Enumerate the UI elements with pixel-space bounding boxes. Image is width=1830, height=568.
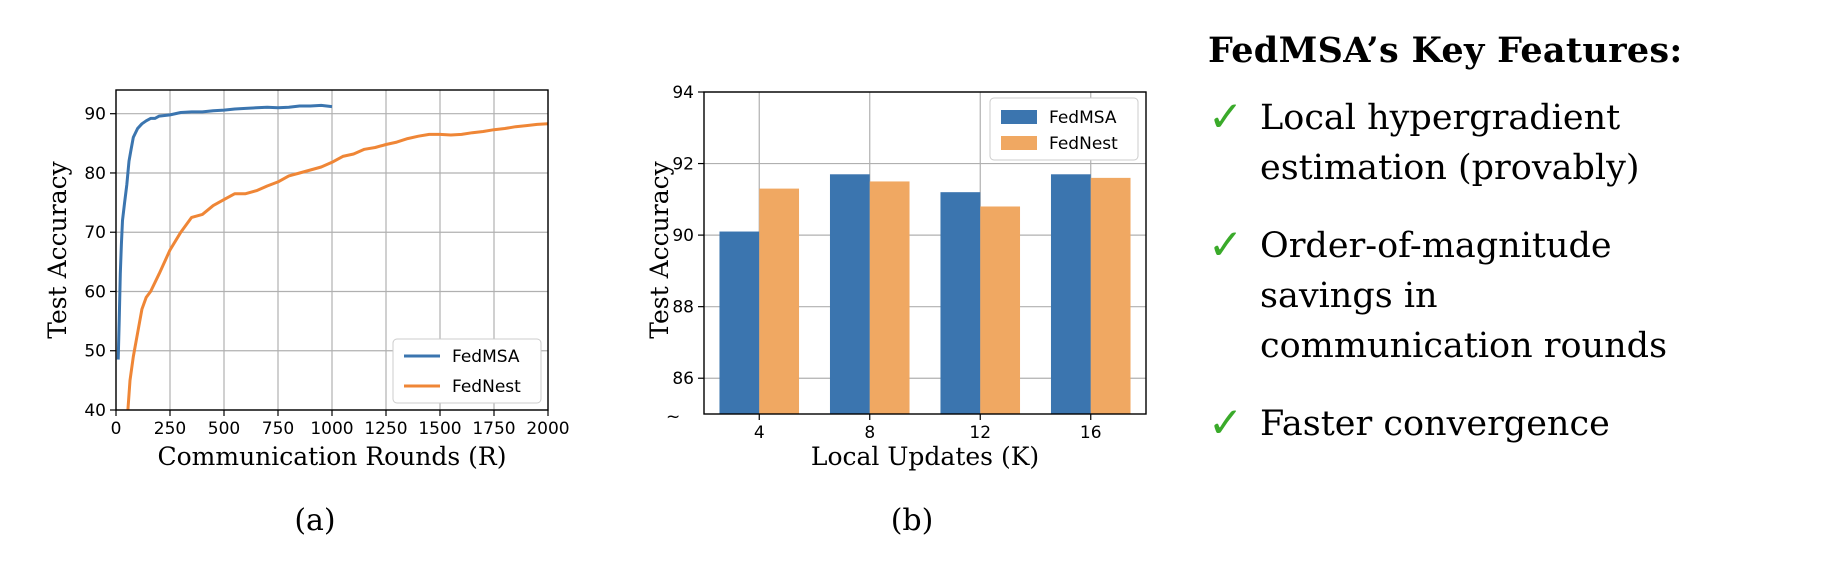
key-features-panel: FedMSA’s Key Features: ✓ Local hypergrad… (1208, 30, 1808, 477)
caption-b: (b) (891, 503, 934, 538)
series-lines (116, 103, 549, 411)
bar-fednest-k8 (869, 181, 910, 414)
bar-fednest-k12 (980, 206, 1021, 414)
x-tick-label: 1500 (418, 419, 461, 439)
feature-item: ✓ Order-of-magnitude savings in communic… (1208, 221, 1808, 371)
y-tick-label: 94 (672, 83, 694, 103)
y-tick-label: 92 (672, 155, 694, 175)
bar-fednest-k4 (759, 188, 800, 414)
x-tick-label: 2000 (526, 419, 569, 439)
y-tick-label: 80 (84, 164, 106, 184)
accuracy-vs-local-updates-chart: 4 8 12 16 86 88 90 92 94 ~ Local Updates (K) Te… (645, 83, 1147, 538)
check-icon: ✓ (1208, 398, 1244, 447)
y-tick-label: 88 (672, 298, 694, 318)
y-axis-label: Test Accuracy (43, 160, 72, 338)
bar-fedmsa-k16 (1050, 174, 1091, 414)
legend-label-fednest: FedNest (1049, 134, 1118, 154)
y-tick-label: 70 (84, 223, 106, 243)
x-tick-label: 750 (262, 419, 294, 439)
legend-swatch-fedmsa (1001, 110, 1037, 124)
x-axis-label: Communication Rounds (R) (157, 442, 506, 471)
y-axis-label: Test Accuracy (645, 160, 674, 338)
y-tick-label: 60 (84, 282, 106, 302)
legend: FedMSA FedNest (989, 97, 1139, 161)
x-tick-label: 1250 (364, 419, 407, 439)
x-tick-label: 250 (154, 419, 186, 439)
series-line-fedmsa (116, 103, 333, 360)
check-icon: ✓ (1208, 92, 1244, 141)
feature-item: ✓ Local hypergradient estimation (provab… (1208, 93, 1808, 193)
y-tick-label: 50 (84, 342, 106, 362)
x-tick-labels: 4 8 12 16 (754, 414, 1102, 443)
bar-fedmsa-k12 (940, 192, 981, 414)
y-tick-labels: 86 88 90 92 94 (672, 83, 704, 389)
bars (719, 174, 1131, 414)
x-tick-label: 0 (111, 419, 122, 439)
legend-label-fedmsa: FedMSA (452, 347, 520, 367)
legend: FedMSA FedNest (392, 338, 542, 404)
series-line-fednest (126, 122, 549, 411)
x-tick-label: 12 (969, 423, 991, 443)
caption-a: (a) (294, 503, 335, 538)
bar-fedmsa-k8 (829, 174, 870, 414)
legend-label-fednest: FedNest (452, 377, 521, 397)
x-tick-label: 500 (208, 419, 240, 439)
x-tick-label: 1000 (310, 419, 353, 439)
features-title: FedMSA’s Key Features: (1208, 30, 1683, 71)
y-tick-label: 40 (84, 401, 106, 421)
bar-fedmsa-k4 (719, 231, 760, 414)
bar-fednest-k16 (1090, 177, 1131, 414)
x-tick-labels: 0 250 500 750 1000 1250 1500 1750 2000 (111, 410, 570, 439)
axis-break-mark: ~ (666, 407, 680, 427)
x-axis-label: Local Updates (K) (811, 442, 1039, 471)
y-tick-labels: 40 50 60 70 80 90 (84, 105, 116, 421)
y-tick-label: 90 (672, 226, 694, 246)
feature-item: ✓ Faster convergence (1208, 399, 1808, 449)
legend-label-fedmsa: FedMSA (1049, 108, 1117, 128)
x-tick-label: 8 (864, 423, 875, 443)
plot-frame (703, 91, 1147, 415)
legend-swatch-fednest (1001, 136, 1037, 150)
check-icon: ✓ (1208, 220, 1244, 269)
x-tick-label: 1750 (472, 419, 515, 439)
feature-text: Faster convergence (1260, 404, 1610, 444)
y-tick-label: 90 (84, 105, 106, 125)
x-tick-label: 4 (754, 423, 765, 443)
feature-text: Order-of-magnitude savings in communicat… (1260, 226, 1668, 366)
accuracy-vs-rounds-chart: 0 250 500 750 1000 1250 1500 1750 2000 40 50 60 70 8… (43, 89, 570, 538)
x-tick-label: 16 (1080, 423, 1102, 443)
feature-text: Local hypergradient estimation (provably… (1260, 98, 1640, 188)
y-tick-label: 86 (672, 369, 694, 389)
